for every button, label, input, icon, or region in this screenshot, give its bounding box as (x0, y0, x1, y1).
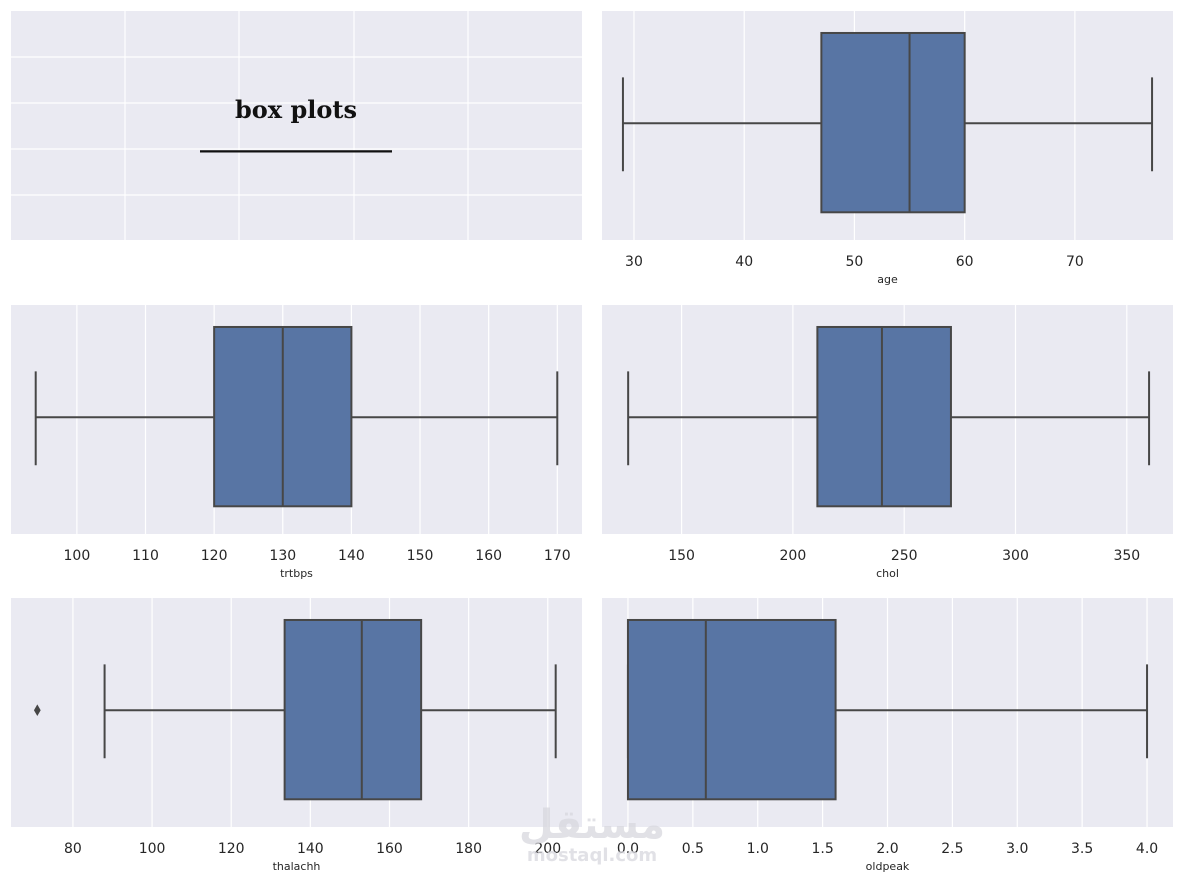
x-tick-label: 30 (625, 254, 643, 270)
box-plot-age: 30 40 50 60 70 age (602, 11, 1173, 286)
x-tick-label: 250 (891, 548, 918, 564)
x-tick-label: 110 (132, 548, 159, 564)
x-tick-label: 300 (1002, 548, 1029, 564)
x-axis-label: age (877, 273, 898, 286)
x-tick-label: 140 (338, 548, 365, 564)
x-tick-label: 3.0 (1006, 841, 1028, 857)
x-tick-label: 150 (668, 548, 695, 564)
x-tick-label: 3.5 (1071, 841, 1093, 857)
figure-title: box plots (235, 95, 357, 124)
iqr-box (283, 618, 423, 801)
x-tick-label: 160 (376, 841, 403, 857)
x-tick-label: 180 (455, 841, 482, 857)
x-tick-label: 60 (956, 254, 974, 270)
title-panel: box plots ________________ (11, 11, 582, 240)
iqr-box (816, 325, 952, 508)
watermark-arabic: مستقل (519, 802, 665, 848)
x-tick-label: 100 (64, 548, 91, 564)
x-tick-label: 170 (544, 548, 571, 564)
x-tick-label: 350 (1113, 548, 1140, 564)
box-plot-chol: 150 200 250 300 350 chol (602, 305, 1173, 580)
x-tick-label: 1.0 (747, 841, 769, 857)
x-tick-label: 0.5 (682, 841, 704, 857)
box-plot-thalachh: 80 100 120 140 160 180 200 thalachh (11, 598, 582, 873)
watermark-latin: mostaql.com (527, 845, 657, 866)
x-tick-label: 100 (139, 841, 166, 857)
title-panel-background (11, 11, 582, 240)
iqr-box (626, 618, 837, 801)
x-axis-label: thalachh (273, 860, 321, 873)
x-tick-label: 4.0 (1136, 841, 1158, 857)
iqr-box (820, 31, 966, 214)
box-plots: 30 40 50 60 70 age 100 110 120 130 140 150 160 170 trt… (11, 11, 1173, 873)
outlier-point (33, 704, 41, 717)
x-tick-label: 1.5 (811, 841, 833, 857)
x-tick-label: 2.5 (941, 841, 963, 857)
x-tick-label: 80 (64, 841, 82, 857)
x-tick-label: 200 (780, 548, 807, 564)
x-axis-label: trtbps (280, 567, 313, 580)
x-tick-label: 150 (407, 548, 434, 564)
x-tick-label: 0.0 (617, 841, 639, 857)
box-plot-oldpeak: 0.0 0.5 1.0 1.5 2.0 2.5 3.0 3.5 4.0 oldpeak (602, 598, 1173, 873)
x-tick-label: 120 (218, 841, 245, 857)
box-plot-trtbps: 100 110 120 130 140 150 160 170 trtbps (11, 305, 582, 580)
x-tick-label: 70 (1066, 254, 1084, 270)
x-tick-label: 160 (475, 548, 502, 564)
x-axis-label: chol (876, 567, 899, 580)
x-tick-label: 40 (735, 254, 753, 270)
x-tick-label: 140 (297, 841, 324, 857)
watermark: مستقل mostaql.com (519, 802, 665, 866)
x-tick-label: 50 (846, 254, 864, 270)
title-underline: ________________ (200, 124, 392, 153)
x-axis-label: oldpeak (866, 860, 910, 873)
x-tick-label: 200 (534, 841, 561, 857)
x-tick-label: 120 (201, 548, 228, 564)
x-tick-label: 2.0 (876, 841, 898, 857)
x-tick-label: 130 (269, 548, 296, 564)
